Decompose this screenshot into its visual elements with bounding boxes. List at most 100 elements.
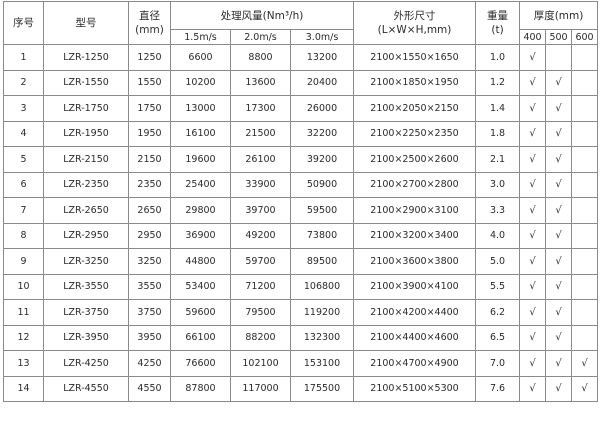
table-row: 11 LZR-3750 3750 59600 79500 119200 2100… bbox=[3, 299, 599, 326]
cell-seq: 9 bbox=[3, 248, 44, 275]
cell-flow-2: 102100 bbox=[230, 350, 291, 377]
cell-thickness-500: √ bbox=[545, 69, 573, 96]
cell-diameter: 3950 bbox=[128, 324, 171, 351]
cell-thickness-500: √ bbox=[545, 299, 573, 326]
cell-seq: 3 bbox=[3, 95, 44, 122]
cell-model: LZR-4550 bbox=[43, 375, 129, 402]
header-seq: 序号 bbox=[3, 1, 44, 45]
cell-flow-1: 16100 bbox=[170, 120, 231, 147]
cell-thickness-400: √ bbox=[519, 248, 547, 275]
table-row: 3 LZR-1750 1750 13000 17300 26000 2100×2… bbox=[3, 95, 599, 122]
cell-dims: 2100×2900×3100 bbox=[353, 197, 477, 224]
cell-thickness-600 bbox=[571, 324, 599, 351]
cell-model: LZR-1250 bbox=[43, 44, 129, 71]
cell-seq: 14 bbox=[3, 375, 44, 402]
cell-seq: 11 bbox=[3, 299, 44, 326]
cell-diameter: 1250 bbox=[128, 44, 171, 71]
cell-flow-2: 39700 bbox=[230, 197, 291, 224]
cell-model: LZR-3250 bbox=[43, 248, 129, 275]
table-row: 12 LZR-3950 3950 66100 88200 132300 2100… bbox=[3, 324, 599, 351]
cell-thickness-600 bbox=[571, 44, 599, 71]
header-speed-2: 2.0m/s bbox=[230, 29, 291, 45]
header-dims-unit: (L×W×H,mm) bbox=[377, 24, 452, 36]
cell-flow-2: 21500 bbox=[230, 120, 291, 147]
cell-diameter: 1550 bbox=[128, 69, 171, 96]
cell-thickness-400: √ bbox=[519, 120, 547, 147]
cell-diameter: 2650 bbox=[128, 197, 171, 224]
cell-weight: 1.8 bbox=[475, 120, 521, 147]
cell-thickness-600 bbox=[571, 171, 599, 198]
cell-thickness-500: √ bbox=[545, 197, 573, 224]
cell-seq: 5 bbox=[3, 146, 44, 173]
cell-seq: 8 bbox=[3, 222, 44, 249]
header-speed-3: 3.0m/s bbox=[289, 29, 355, 45]
cell-thickness-600 bbox=[571, 120, 599, 147]
cell-thickness-400: √ bbox=[519, 69, 547, 96]
cell-dims: 2100×3900×4100 bbox=[353, 273, 477, 300]
cell-weight: 1.0 bbox=[475, 44, 521, 71]
cell-thickness-500: √ bbox=[545, 375, 573, 402]
cell-flow-3: 50900 bbox=[289, 171, 355, 198]
cell-weight: 3.3 bbox=[475, 197, 521, 224]
cell-flow-3: 13200 bbox=[289, 44, 355, 71]
header-thickness: 厚度(mm) bbox=[519, 1, 599, 30]
cell-model: LZR-3550 bbox=[43, 273, 129, 300]
cell-flow-2: 117000 bbox=[230, 375, 291, 402]
cell-weight: 6.2 bbox=[475, 299, 521, 326]
cell-diameter: 3550 bbox=[128, 273, 171, 300]
cell-flow-2: 88200 bbox=[230, 324, 291, 351]
cell-model: LZR-3750 bbox=[43, 299, 129, 326]
cell-model: LZR-1950 bbox=[43, 120, 129, 147]
cell-diameter: 1750 bbox=[128, 95, 171, 122]
header-thickness-400: 400 bbox=[519, 29, 547, 45]
header-model: 型号 bbox=[43, 1, 129, 45]
header-dims-label: 外形尺寸 bbox=[393, 10, 436, 22]
header-diameter: 直径 (mm) bbox=[128, 1, 171, 45]
cell-thickness-400: √ bbox=[519, 350, 547, 377]
table-row: 4 LZR-1950 1950 16100 21500 32200 2100×2… bbox=[3, 120, 599, 147]
header-weight: 重量 (t) bbox=[475, 1, 521, 45]
cell-flow-1: 76600 bbox=[170, 350, 231, 377]
header-weight-label: 重量 bbox=[487, 10, 509, 22]
cell-dims: 2100×4400×4600 bbox=[353, 324, 477, 351]
cell-flow-1: 29800 bbox=[170, 197, 231, 224]
cell-flow-3: 32200 bbox=[289, 120, 355, 147]
cell-thickness-400: √ bbox=[519, 273, 547, 300]
cell-thickness-600 bbox=[571, 299, 599, 326]
cell-flow-1: 10200 bbox=[170, 69, 231, 96]
cell-flow-2: 59700 bbox=[230, 248, 291, 275]
cell-model: LZR-2150 bbox=[43, 146, 129, 173]
cell-thickness-600 bbox=[571, 273, 599, 300]
cell-dims: 2100×3200×3400 bbox=[353, 222, 477, 249]
header-diameter-unit: (mm) bbox=[135, 24, 164, 36]
cell-flow-1: 53400 bbox=[170, 273, 231, 300]
cell-flow-3: 20400 bbox=[289, 69, 355, 96]
cell-flow-2: 33900 bbox=[230, 171, 291, 198]
cell-thickness-600 bbox=[571, 69, 599, 96]
cell-dims: 2100×2700×2800 bbox=[353, 171, 477, 198]
cell-thickness-500: √ bbox=[545, 222, 573, 249]
cell-thickness-400: √ bbox=[519, 222, 547, 249]
cell-diameter: 2150 bbox=[128, 146, 171, 173]
cell-thickness-400: √ bbox=[519, 95, 547, 122]
cell-flow-3: 119200 bbox=[289, 299, 355, 326]
table-row: 5 LZR-2150 2150 19600 26100 39200 2100×2… bbox=[3, 146, 599, 173]
cell-thickness-500: √ bbox=[545, 248, 573, 275]
cell-weight: 7.0 bbox=[475, 350, 521, 377]
cell-weight: 1.4 bbox=[475, 95, 521, 122]
cell-seq: 6 bbox=[3, 171, 44, 198]
cell-model: LZR-2350 bbox=[43, 171, 129, 198]
header-airflow: 处理风量(Nm³/h) bbox=[169, 1, 355, 30]
cell-thickness-600 bbox=[571, 197, 599, 224]
cell-thickness-500: √ bbox=[545, 350, 573, 377]
table-row: 10 LZR-3550 3550 53400 71200 106800 2100… bbox=[3, 273, 599, 300]
header-row: 序号 型号 直径 (mm) 处理风量(Nm³/h) 外形尺寸 (L×W×H,mm… bbox=[3, 1, 599, 45]
cell-model: LZR-2650 bbox=[43, 197, 129, 224]
header-thickness-500: 500 bbox=[545, 29, 573, 45]
cell-thickness-500: √ bbox=[545, 146, 573, 173]
cell-flow-3: 26000 bbox=[289, 95, 355, 122]
cell-flow-1: 44800 bbox=[170, 248, 231, 275]
cell-thickness-400: √ bbox=[519, 171, 547, 198]
cell-weight: 1.2 bbox=[475, 69, 521, 96]
cell-flow-1: 87800 bbox=[170, 375, 231, 402]
